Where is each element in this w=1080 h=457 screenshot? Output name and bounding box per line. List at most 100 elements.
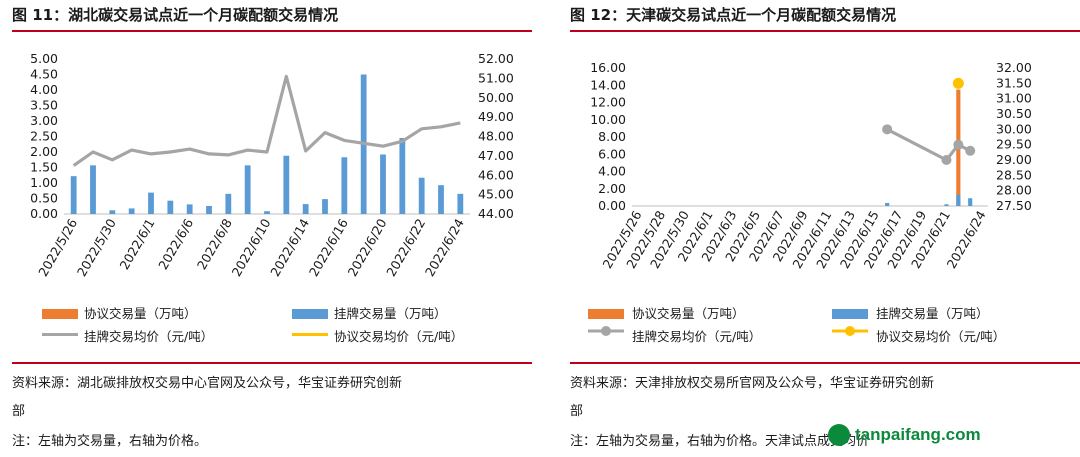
y-right-tick-label: 31.00 [996, 91, 1032, 106]
bar-listing-volume [109, 210, 116, 214]
point-agreement-price [952, 77, 964, 89]
bar-listing-volume [167, 200, 174, 214]
chart-panel-hubei: 图 11：湖北碳交易试点近一个月碳配额交易情况 0.00 0.50 1.00 1.50… [12, 0, 532, 457]
x-tick-label: 2022/6/22 [383, 216, 428, 279]
y-right-tick-label: 28.50 [996, 167, 1032, 182]
y-right-tick-label: 32.00 [996, 60, 1032, 75]
y-left-tick-label: 6.00 [598, 146, 626, 161]
figure-title: 图 12：天津碳交易试点近一个月碳配额交易情况 [570, 6, 897, 24]
bar-listing-volume [128, 208, 135, 214]
y-left-tick-label: 4.00 [30, 82, 58, 97]
watermark-logo-icon [828, 424, 850, 446]
y-left-tick-label: 14.00 [590, 77, 626, 92]
x-tick-label: 2022/6/6 [155, 216, 196, 272]
legend-swatch-listing-volume [292, 309, 328, 319]
y-right-tick-label: 47.00 [478, 148, 514, 163]
y-right-tick-label: 30.50 [996, 106, 1032, 121]
y-left-tick-label: 4.00 [598, 164, 626, 179]
y-right-tick-label: 52.00 [478, 51, 514, 66]
axis-note: 注：左轴为交易量，右轴为价格。 [12, 434, 208, 449]
legend-swatch-listing-price [42, 333, 78, 336]
source-line-cont: 部 [12, 404, 26, 419]
y-left-tick-label: 12.00 [590, 95, 626, 110]
y-left-tick-label: 10.00 [590, 112, 626, 127]
y-left-tick-label: 4.50 [30, 67, 58, 82]
legend-listing-price: 挂牌交易均价（元/吨） [84, 329, 214, 344]
legend-swatch-agreement-volume [42, 309, 78, 319]
y-left-tick-label: 3.50 [30, 98, 58, 113]
bar-listing-volume [944, 204, 949, 206]
x-tick-label: 2022/6/20 [345, 216, 390, 279]
legend-agreement-price: 协议交易均价（元/吨） [334, 329, 464, 344]
point-listing-price [965, 145, 976, 156]
figure-title: 图 11：湖北碳交易试点近一个月碳配额交易情况 [12, 6, 339, 24]
y-left-tick-label: 0.50 [30, 191, 58, 206]
bar-listing-volume [90, 165, 96, 214]
legend-agreement-volume: 协议交易量（万吨） [632, 306, 745, 321]
y-left-tick-label: 3.00 [30, 113, 58, 128]
y-right-tick-label: 27.50 [996, 198, 1032, 213]
y-left-tick-label: 16.00 [590, 60, 626, 75]
y-right-tick-label: 31.50 [996, 75, 1032, 90]
y-left-tick-label: 8.00 [598, 129, 626, 144]
x-tick-label: 2022/6/10 [229, 216, 274, 279]
bar-listing-volume [302, 204, 309, 214]
y-left-tick-label: 1.00 [30, 175, 58, 190]
chart-panel-tianjin: 图 12：天津碳交易试点近一个月碳配额交易情况 0.00 2.00 4.00 6.00… [570, 0, 1080, 457]
legend-swatch-agreement-volume [588, 309, 624, 319]
bar-listing-volume [283, 155, 290, 214]
bar-listing-volume [457, 193, 464, 214]
line-listing-price [72, 74, 461, 167]
y-left-tick-label: 0.00 [598, 198, 626, 213]
bar-listing-volume [399, 138, 406, 214]
bar-listing-volume [225, 193, 232, 214]
source-rule [12, 362, 532, 364]
legend-listing-volume: 挂牌交易量（万吨） [334, 306, 447, 321]
title-rule [12, 30, 532, 32]
bar-listing-volume [322, 199, 328, 214]
x-tick-label: 2022/5/26 [35, 216, 80, 279]
legend-agreement-price: 协议交易均价（元/吨） [876, 329, 1006, 344]
y-right-tick-label: 48.00 [478, 129, 514, 144]
watermark: tanpaifang.com [855, 425, 981, 444]
bar-listing-volume [244, 165, 251, 214]
x-tick-label: 2022/5/30 [74, 216, 119, 279]
bar-listing-volume [418, 177, 425, 214]
bar-listing-volume [264, 211, 270, 214]
y-right-tick-label: 28.00 [996, 183, 1032, 198]
y-right-tick-label: 29.00 [996, 152, 1032, 167]
y-right-tick-label: 45.00 [478, 187, 514, 202]
bar-listing-volume [148, 192, 154, 214]
legend-agreement-volume: 协议交易量（万吨） [84, 306, 197, 321]
bar-listing-volume [968, 198, 973, 206]
legend-swatch-agreement-price [832, 326, 868, 336]
title-rule [570, 30, 1080, 32]
source-line: 资料来源：湖北碳排放权交易中心官网及公众号，华宝证券研究创新 [12, 376, 403, 391]
legend-listing-volume: 挂牌交易量（万吨） [876, 306, 989, 321]
y-right-tick-label: 30.00 [996, 121, 1032, 136]
x-tick-label: 2022/6/14 [267, 216, 312, 279]
y-right-tick-label: 51.00 [478, 70, 514, 85]
y-left-tick-label: 2.50 [30, 129, 58, 144]
y-left-tick-label: 5.00 [30, 51, 58, 66]
y-right-tick-label: 49.00 [478, 109, 514, 124]
bar-listing-volume [341, 157, 348, 214]
x-tick-label: 2022/6/24 [422, 216, 467, 279]
point-listing-price [882, 124, 893, 135]
legend-swatch-listing-price [588, 326, 624, 336]
y-left-tick-label: 2.00 [30, 144, 58, 159]
line-listing-price [886, 127, 971, 162]
bar-listing-volume [70, 176, 77, 214]
y-right-tick-label: 46.00 [478, 167, 514, 182]
x-tick-label: 2022/6/16 [306, 216, 351, 279]
x-tick-label: 2022/6/1 [117, 216, 158, 272]
hubei-chart: 0.000.501.001.502.002.503.003.504.004.50… [30, 51, 514, 279]
tianjin-chart: 0.00 2.00 4.00 6.00 8.00 10.00 12.00 14.00 16.00… [590, 60, 1032, 271]
source-line-cont: 部 [570, 404, 584, 419]
y-left-tick-label: 0.00 [30, 206, 58, 221]
point-listing-price [953, 139, 964, 150]
legend-swatch-listing-volume [832, 309, 868, 319]
bar-listing-volume [186, 204, 193, 214]
source-rule [570, 362, 1080, 364]
y-right-tick-label: 50.00 [478, 90, 514, 105]
